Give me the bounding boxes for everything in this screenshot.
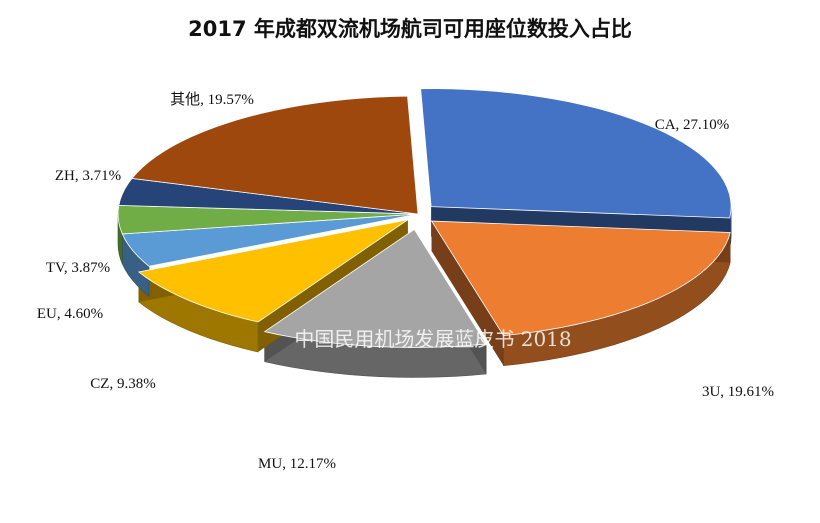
slice-label-EU: EU, 4.60% xyxy=(37,306,103,322)
pie-slice-CZ xyxy=(137,219,409,323)
chart-title: 2017 年成都双流机场航司可用座位数投入占比 xyxy=(188,17,632,41)
pie-slice-其他 xyxy=(131,95,419,215)
pie-slice-EU xyxy=(121,213,419,267)
pie-slice-MU xyxy=(263,228,487,348)
slice-label-3U: 3U, 19.61% xyxy=(702,384,774,400)
pie-slice-cut-3U-1 xyxy=(431,221,504,366)
watermark-text: 中国民用机场发展蓝皮书 2018 xyxy=(294,327,571,351)
slice-label-TV: TV, 3.87% xyxy=(46,260,110,276)
pie-slice-tops xyxy=(117,88,732,348)
pie-slice-TV xyxy=(117,204,419,235)
slice-label-ZH: ZH, 3.71% xyxy=(55,168,121,184)
slice-label-其他: 其他, 19.57% xyxy=(170,91,254,108)
slice-label-CA: CA, 27.10% xyxy=(655,117,730,133)
pie-slice-CA xyxy=(420,88,732,219)
slice-label-CZ: CZ, 9.38% xyxy=(90,376,155,392)
slice-label-MU: MU, 12.17% xyxy=(258,456,336,472)
slice-labels: CA, 27.10% 3U, 19.61% MU, 12.17% CZ, 9.38% E… xyxy=(37,91,774,472)
pie-slice-3U xyxy=(430,220,731,337)
pie-slice-ZH xyxy=(118,177,419,215)
